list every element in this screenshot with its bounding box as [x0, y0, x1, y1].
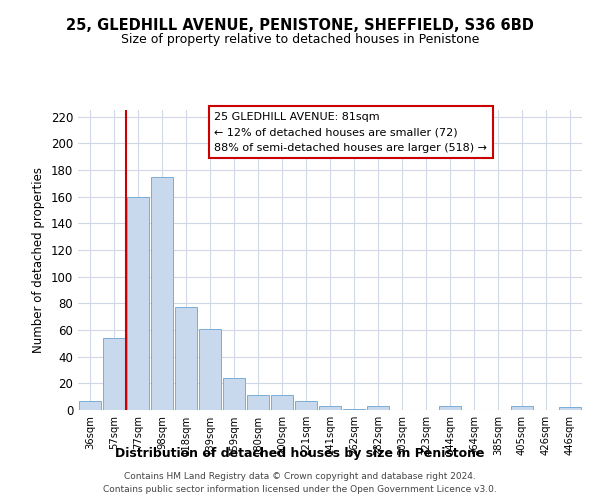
Bar — [439, 406, 461, 410]
Bar — [271, 396, 293, 410]
Bar — [175, 308, 197, 410]
Bar — [295, 400, 317, 410]
Bar — [511, 406, 533, 410]
Bar — [247, 396, 269, 410]
Bar — [199, 328, 221, 410]
Text: 25, GLEDHILL AVENUE, PENISTONE, SHEFFIELD, S36 6BD: 25, GLEDHILL AVENUE, PENISTONE, SHEFFIEL… — [66, 18, 534, 32]
Bar — [151, 176, 173, 410]
Text: 25 GLEDHILL AVENUE: 81sqm
← 12% of detached houses are smaller (72)
88% of semi-: 25 GLEDHILL AVENUE: 81sqm ← 12% of detac… — [214, 112, 487, 152]
Text: Contains HM Land Registry data © Crown copyright and database right 2024.
Contai: Contains HM Land Registry data © Crown c… — [103, 472, 497, 494]
Bar — [223, 378, 245, 410]
Text: Size of property relative to detached houses in Penistone: Size of property relative to detached ho… — [121, 32, 479, 46]
Bar — [367, 406, 389, 410]
Bar — [103, 338, 125, 410]
Text: Distribution of detached houses by size in Penistone: Distribution of detached houses by size … — [115, 448, 485, 460]
Bar — [79, 400, 101, 410]
Bar — [559, 408, 581, 410]
Bar — [319, 406, 341, 410]
Bar — [127, 196, 149, 410]
Bar — [343, 408, 365, 410]
Y-axis label: Number of detached properties: Number of detached properties — [32, 167, 45, 353]
